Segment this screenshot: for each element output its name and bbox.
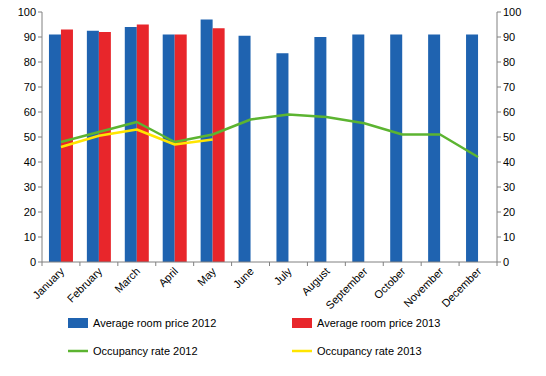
legend-label: Occupancy rate 2013 bbox=[317, 345, 422, 357]
legend-label: Occupancy rate 2012 bbox=[93, 345, 198, 357]
tick-label: 60 bbox=[24, 106, 36, 118]
x-tick bbox=[42, 262, 43, 266]
x-tick-label: March bbox=[112, 265, 142, 295]
x-tick-label: November bbox=[401, 265, 446, 310]
bar bbox=[99, 32, 111, 262]
tick-label: 80 bbox=[24, 56, 36, 68]
tick bbox=[497, 262, 501, 263]
tick bbox=[497, 137, 501, 138]
x-tick-label: June bbox=[231, 265, 256, 290]
bar bbox=[466, 35, 478, 263]
line bbox=[61, 130, 213, 148]
x-tick bbox=[345, 262, 346, 266]
tick bbox=[497, 187, 501, 188]
tick bbox=[497, 237, 501, 238]
tick bbox=[497, 112, 501, 113]
tick-label: 30 bbox=[503, 181, 515, 193]
bar bbox=[314, 37, 326, 262]
tick bbox=[38, 37, 42, 38]
x-tick bbox=[231, 262, 232, 266]
tick-label: 60 bbox=[503, 106, 515, 118]
plot-area bbox=[49, 20, 478, 263]
tick-label: 100 bbox=[503, 6, 521, 18]
tick bbox=[38, 12, 42, 13]
bar bbox=[390, 35, 402, 263]
tick bbox=[38, 87, 42, 88]
legend-swatch bbox=[68, 350, 88, 353]
tick-label: 90 bbox=[24, 31, 36, 43]
x-tick-label: August bbox=[299, 265, 332, 298]
tick-label: 50 bbox=[24, 131, 36, 143]
tick-label: 20 bbox=[24, 206, 36, 218]
x-tick-label: December bbox=[439, 265, 484, 310]
x-tick bbox=[155, 262, 156, 266]
x-tick bbox=[497, 262, 498, 266]
tick-label: 40 bbox=[24, 156, 36, 168]
x-tick bbox=[117, 262, 118, 266]
tick bbox=[38, 212, 42, 213]
tick bbox=[38, 112, 42, 113]
line bbox=[61, 115, 478, 158]
tick-label: 50 bbox=[503, 131, 515, 143]
bar bbox=[175, 35, 187, 263]
legend-swatch bbox=[68, 318, 88, 328]
legend-label: Average room price 2012 bbox=[93, 317, 216, 329]
tick-label: 30 bbox=[24, 181, 36, 193]
legend-swatch bbox=[292, 318, 312, 328]
x-tick bbox=[421, 262, 422, 266]
x-tick bbox=[193, 262, 194, 266]
x-tick-label: July bbox=[272, 265, 295, 288]
legend-label: Average room price 2013 bbox=[317, 317, 440, 329]
bar bbox=[276, 53, 288, 262]
tick-label: 10 bbox=[503, 231, 515, 243]
x-tick-label: September bbox=[323, 265, 370, 312]
tick bbox=[38, 162, 42, 163]
bar bbox=[137, 25, 149, 263]
x-tick bbox=[383, 262, 384, 266]
legend-swatch bbox=[292, 350, 312, 353]
x-tick bbox=[459, 262, 460, 266]
tick-label: 70 bbox=[24, 81, 36, 93]
x-tick bbox=[307, 262, 308, 266]
x-tick-label: February bbox=[65, 265, 105, 305]
tick bbox=[38, 62, 42, 63]
x-tick bbox=[269, 262, 270, 266]
tick bbox=[497, 87, 501, 88]
bar bbox=[87, 31, 99, 262]
bar bbox=[239, 36, 251, 262]
tick bbox=[38, 262, 42, 263]
bar bbox=[352, 35, 364, 263]
tick-label: 100 bbox=[18, 6, 36, 18]
tick-label: 0 bbox=[30, 256, 36, 268]
tick bbox=[497, 12, 501, 13]
tick-label: 90 bbox=[503, 31, 515, 43]
bar bbox=[49, 35, 61, 263]
tick-label: 40 bbox=[503, 156, 515, 168]
tick bbox=[497, 62, 501, 63]
bar bbox=[163, 35, 175, 263]
x-tick bbox=[79, 262, 80, 266]
tick-label: 0 bbox=[503, 256, 509, 268]
tick-label: 80 bbox=[503, 56, 515, 68]
tick-label: 70 bbox=[503, 81, 515, 93]
x-tick-label: January bbox=[30, 265, 67, 302]
tick bbox=[497, 162, 501, 163]
bar bbox=[213, 28, 225, 262]
bar bbox=[125, 27, 137, 262]
bar bbox=[428, 35, 440, 263]
tick bbox=[497, 37, 501, 38]
tick bbox=[38, 237, 42, 238]
tick bbox=[497, 212, 501, 213]
tick bbox=[38, 137, 42, 138]
x-tick-label: May bbox=[195, 265, 219, 289]
x-tick-label: October bbox=[371, 265, 407, 301]
tick-label: 10 bbox=[24, 231, 36, 243]
x-tick-label: April bbox=[156, 265, 180, 289]
tick bbox=[38, 187, 42, 188]
chart: 0 10 20 30 40 50 60 70 80 90 100 0 10 20 30 40 50 60 70 80 9… bbox=[0, 0, 546, 376]
tick-label: 20 bbox=[503, 206, 515, 218]
